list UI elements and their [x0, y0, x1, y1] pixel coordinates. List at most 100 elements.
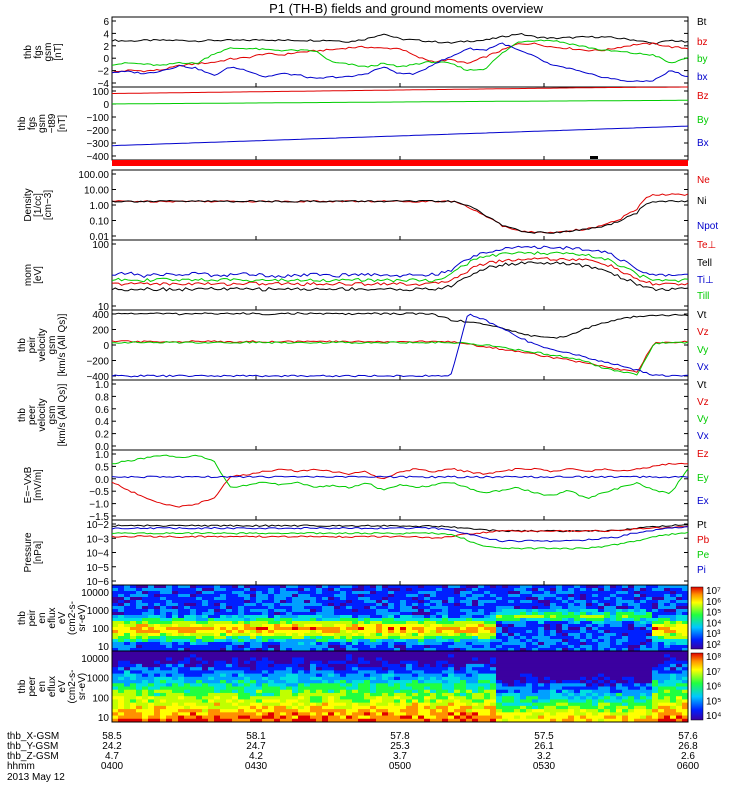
- heatmap-cell: [310, 645, 317, 649]
- heatmap-cell: [580, 585, 587, 589]
- heatmap-cell: [172, 624, 179, 628]
- heatmap-cell: [346, 680, 353, 684]
- heatmap-cell: [184, 588, 191, 592]
- heatmap-cell: [682, 705, 689, 710]
- heatmap-cell: [334, 612, 341, 616]
- heatmap-cell: [112, 621, 119, 625]
- heatmap-cell: [622, 657, 629, 662]
- heatmap-cell: [388, 612, 395, 616]
- heatmap-cell: [268, 603, 275, 607]
- heatmap-cell: [196, 651, 203, 655]
- heatmap-cell: [124, 654, 131, 658]
- heatmap-cell: [580, 606, 587, 610]
- heatmap-cell: [190, 645, 197, 649]
- heatmap-cell: [538, 627, 545, 631]
- heatmap-cell: [190, 597, 197, 601]
- heatmap-cell: [244, 712, 251, 716]
- heatmap-cell: [646, 686, 653, 691]
- heatmap-cell: [280, 636, 287, 640]
- heatmap-cell: [286, 692, 293, 697]
- heatmap-cell: [148, 612, 155, 616]
- heatmap-cell: [370, 670, 377, 674]
- heatmap-cell: [568, 712, 575, 716]
- heatmap-cell: [256, 696, 263, 700]
- heatmap-cell: [184, 689, 191, 694]
- series-line-Ey: [111, 454, 689, 499]
- heatmap-cell: [622, 692, 629, 697]
- heatmap-cell: [274, 686, 281, 691]
- heatmap-cell: [550, 648, 557, 652]
- heatmap-cell: [256, 606, 263, 610]
- heatmap-cell: [580, 648, 587, 652]
- heatmap-cell: [334, 686, 341, 691]
- heatmap-cell: [478, 660, 485, 665]
- heatmap-cell: [400, 612, 407, 616]
- heatmap-cell: [112, 648, 119, 652]
- heatmap-cell: [520, 667, 527, 671]
- heatmap-cell: [292, 654, 299, 658]
- heatmap-cell: [202, 645, 209, 649]
- heatmap-cell: [166, 702, 173, 707]
- heatmap-cell: [388, 680, 395, 684]
- legend-Vt: Vt: [697, 310, 707, 321]
- heatmap-cell: [376, 642, 383, 646]
- heatmap-cell: [208, 612, 215, 616]
- heatmap-cell: [232, 699, 239, 704]
- heatmap-cell: [622, 715, 629, 720]
- y-tick-label: 100: [92, 240, 109, 251]
- heatmap-cell: [244, 699, 251, 704]
- heatmap-cell: [550, 609, 557, 613]
- heatmap-cell: [364, 597, 371, 601]
- heatmap-cell: [352, 648, 359, 652]
- heatmap-cell: [232, 680, 239, 684]
- heatmap-cell: [118, 702, 125, 707]
- heatmap-cell: [280, 621, 287, 625]
- heatmap-cell: [280, 630, 287, 634]
- heatmap-cell: [466, 660, 473, 665]
- heatmap-cell: [190, 689, 197, 694]
- heatmap-cell: [442, 612, 449, 616]
- heatmap-cell: [556, 663, 563, 668]
- heatmap-cell: [514, 705, 521, 710]
- heatmap-cell: [616, 612, 623, 616]
- heatmap-cell: [586, 699, 593, 704]
- heatmap-cell: [472, 597, 479, 601]
- heatmap-cell: [274, 689, 281, 694]
- heatmap-cell: [676, 654, 683, 658]
- heatmap-cell: [322, 680, 329, 684]
- heatmap-cell: [568, 709, 575, 713]
- colorbar-tick-label: 10⁴: [706, 618, 721, 629]
- heatmap-cell: [208, 618, 215, 622]
- heatmap-cell: [154, 591, 161, 595]
- heatmap-cell: [418, 645, 425, 649]
- heatmap-cell: [514, 618, 521, 622]
- series-line-Vx: [111, 313, 689, 378]
- heatmap-cell: [262, 597, 269, 601]
- heatmap-cell: [466, 612, 473, 616]
- heatmap-cell: [616, 689, 623, 694]
- heatmap-cell: [376, 660, 383, 665]
- heatmap-cell: [640, 600, 647, 604]
- heatmap-cell: [166, 609, 173, 613]
- heatmap-cell: [118, 615, 125, 619]
- y-tick-label: 100: [92, 693, 109, 704]
- heatmap-cell: [472, 712, 479, 716]
- heatmap-cell: [406, 591, 413, 595]
- heatmap-cell: [658, 663, 665, 668]
- heatmap-cell: [484, 609, 491, 613]
- heatmap-cell: [562, 689, 569, 694]
- heatmap-cell: [238, 603, 245, 607]
- heatmap-cell: [484, 712, 491, 716]
- heatmap-cell: [616, 615, 623, 619]
- heatmap-cell: [664, 645, 671, 649]
- heatmap-cell: [118, 696, 125, 700]
- heatmap-cell: [160, 639, 167, 643]
- heatmap-cell: [418, 594, 425, 598]
- heatmap-cell: [550, 709, 557, 713]
- heatmap-cell: [232, 630, 239, 634]
- heatmap-cell: [466, 642, 473, 646]
- heatmap-cell: [214, 612, 221, 616]
- heatmap-cell: [586, 642, 593, 646]
- heatmap-cell: [154, 715, 161, 720]
- heatmap-cell: [370, 676, 377, 681]
